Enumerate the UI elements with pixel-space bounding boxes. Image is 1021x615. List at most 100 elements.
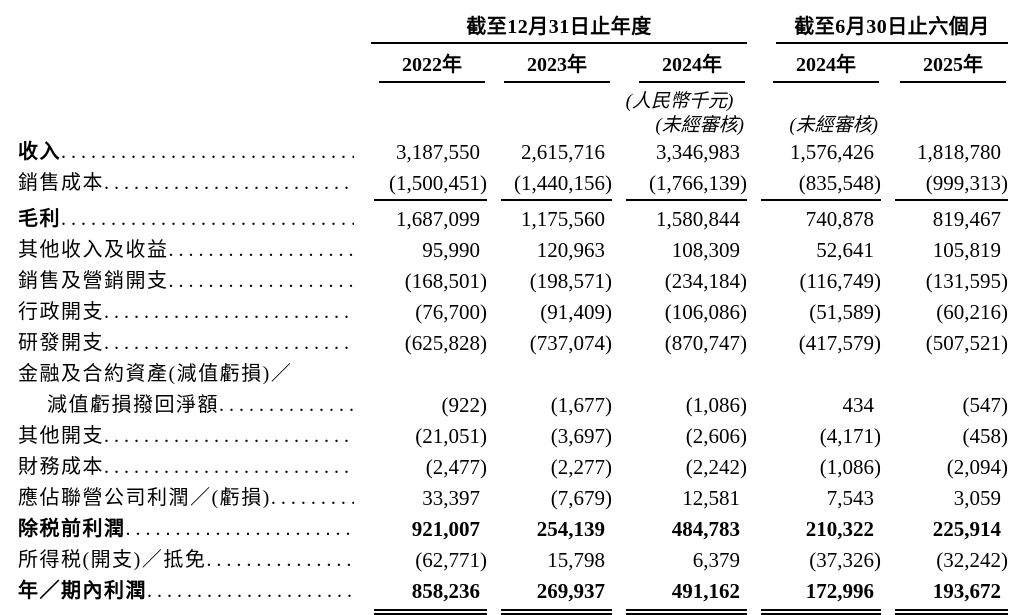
dot-leader: [219, 390, 354, 421]
value-text: (116,749): [799, 269, 881, 293]
value-cell: (507,521): [881, 328, 1008, 359]
value-cell: (458): [881, 421, 1009, 452]
value-text: 15,798: [547, 548, 605, 572]
value-text: (131,595): [925, 269, 1008, 293]
value-cell: 52,641: [747, 235, 881, 266]
year-label: 2024年: [796, 54, 856, 76]
value-text: 6,379: [692, 548, 740, 572]
value-cell: (737,074): [487, 328, 612, 359]
row-label: 所得税(開支)／抵免: [0, 545, 360, 576]
value-text: 1,687,099: [396, 207, 480, 231]
value-cell: (32,242): [881, 545, 1008, 576]
value-text: (4,171): [819, 424, 881, 448]
value-text: (37,326): [809, 548, 881, 572]
value-cell: [487, 359, 612, 390]
value-cell: 3,059: [881, 483, 1008, 514]
value-text: (168,501): [404, 269, 487, 293]
row-label: 毛利: [0, 204, 360, 235]
period-group-annual-title: 截至12月31日止年度: [466, 16, 652, 38]
value-cell: (1,500,451): [360, 168, 487, 204]
value-cell: (1,086): [612, 390, 747, 421]
value-text: (2,277): [550, 455, 612, 479]
value-text: (3,697): [550, 424, 612, 448]
dot-leader: [126, 514, 355, 545]
value-cell: [360, 359, 487, 390]
value-text: (1,766,139): [649, 171, 747, 195]
value-cell: 434: [747, 390, 881, 421]
value-cell: 254,139: [487, 514, 612, 545]
value-cell: 6,379: [612, 545, 747, 576]
unaudited-note: (未經審核): [789, 115, 878, 136]
period-group-interim-title: 截至6月30日止六個月: [794, 16, 990, 38]
value-text: 484,783: [671, 517, 740, 541]
value-text: (2,242): [685, 455, 747, 479]
value-text: 225,914: [932, 517, 1001, 541]
label-column-spacer: [0, 42, 360, 83]
table-row: 其他收入及收益 95,990 120,963 108,309 52,641 105,819: [0, 235, 1021, 266]
table-row: 所得税(開支)／抵免 (62,771) 15,798 6,379 (37,326) (32…: [0, 545, 1021, 576]
value-text: 3,059: [953, 486, 1001, 510]
value-text: 740,878: [805, 207, 874, 231]
value-text: 52,641: [816, 238, 874, 262]
value-cell: (835,548): [747, 168, 881, 204]
year-label: 2025年: [923, 54, 983, 76]
table-row: 年／期內利潤 858,236 269,937 491,162 172,996 193,67…: [0, 576, 1021, 615]
value-cell: 120,963: [487, 235, 612, 266]
dot-leader: [104, 168, 354, 199]
value-text: (737,074): [529, 331, 612, 355]
year-column-header: 2025年: [881, 42, 1008, 83]
row-label: 研發開支: [0, 328, 360, 359]
value-text: 819,467: [932, 207, 1001, 231]
year-column-header: 2024年: [747, 42, 881, 83]
value-cell: (2,242): [612, 452, 747, 483]
table-row: 毛利 1,687,099 1,175,560 1,580,844 740,878 819,…: [0, 204, 1021, 235]
value-cell: (7,679): [487, 483, 612, 514]
value-cell: [881, 359, 1008, 390]
value-cell: 484,783: [612, 514, 747, 545]
value-cell: (106,086): [612, 297, 747, 328]
period-group-annual: 截至12月31日止年度: [360, 10, 747, 44]
value-text: 193,672: [932, 579, 1001, 603]
value-cell: 15,798: [487, 545, 612, 576]
value-text: 172,996: [805, 579, 874, 603]
value-text: (2,094): [946, 455, 1008, 479]
value-text: (21,051): [415, 424, 487, 448]
dot-leader: [271, 483, 354, 514]
value-cell: 225,914: [881, 514, 1008, 545]
table-row: 收入 3,187,550 2,615,716 3,346,983 1,576,426 1,…: [0, 137, 1021, 168]
dot-leader: [169, 266, 355, 297]
value-text: 434: [842, 393, 875, 417]
value-cell: 3,187,550: [360, 137, 487, 168]
table-row: 金融及合約資產(減值虧損)／: [0, 359, 1021, 390]
period-group-header-row: 截至12月31日止年度 截至6月30日止六個月: [0, 10, 1021, 44]
value-cell: 1,818,780: [881, 137, 1008, 168]
value-cell: (1,086): [747, 452, 881, 483]
label-column-spacer: [0, 10, 360, 44]
row-label: 財務成本: [0, 452, 360, 483]
value-cell: [747, 359, 881, 390]
value-cell: (547): [881, 390, 1009, 421]
value-cell: 2,615,716: [487, 137, 612, 168]
value-text: (106,086): [664, 300, 747, 324]
value-cell: 1,175,560: [487, 204, 612, 235]
row-label: 其他收入及收益: [0, 235, 360, 266]
value-text: 33,397: [422, 486, 480, 510]
value-cell: (168,501): [360, 266, 487, 297]
value-cell: (999,313): [881, 168, 1008, 204]
dot-leader: [104, 452, 354, 483]
value-text: 120,963: [536, 238, 605, 262]
value-cell: 1,687,099: [360, 204, 487, 235]
value-cell: (62,771): [360, 545, 487, 576]
value-text: 1,580,844: [656, 207, 740, 231]
value-cell: (60,216): [881, 297, 1008, 328]
value-text: 2,615,716: [521, 140, 605, 164]
value-cell: 108,309: [612, 235, 747, 266]
value-cell: 105,819: [881, 235, 1008, 266]
table-row: 其他開支 (21,051) (3,697) (2,606) (4,171) (458): [0, 421, 1021, 452]
dot-leader: [104, 297, 354, 328]
value-text: (7,679): [550, 486, 612, 510]
value-cell: 95,990: [360, 235, 487, 266]
year-label: 2022年: [402, 54, 462, 76]
value-text: 108,309: [671, 238, 740, 262]
value-cell: 740,878: [747, 204, 881, 235]
